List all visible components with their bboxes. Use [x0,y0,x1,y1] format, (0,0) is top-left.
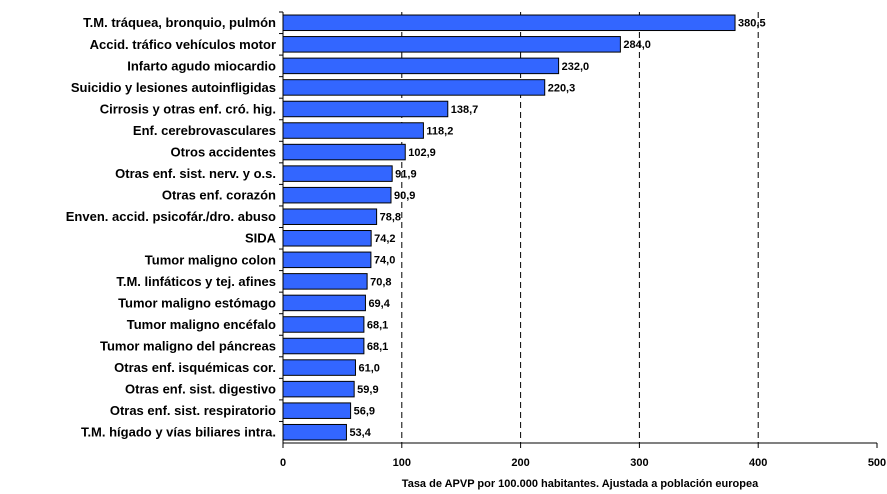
x-axis-title: Tasa de APVP por 100.000 habitantes. Aju… [402,478,759,490]
bar [282,14,736,32]
y-tick-label: Tumor maligno del páncreas [100,338,276,353]
y-tick-label: Accid. tráfico vehículos motor [90,37,276,52]
y-tick-label: Otras enf. isquémicas cor. [114,360,276,375]
bar [282,337,365,355]
value-label: 232,0 [562,61,590,73]
y-tick-label: Otras enf. sist. respiratorio [110,403,276,418]
x-tick-label: 200 [511,457,529,469]
value-label: 284,0 [623,39,651,51]
value-label: 68,1 [367,341,388,353]
bar [282,273,368,290]
value-label: 56,9 [354,406,375,418]
bar [282,402,352,419]
value-label: 53,4 [349,427,371,439]
value-label: 118,2 [426,125,453,137]
bar [282,36,621,53]
value-label: 102,9 [408,147,436,159]
bar [282,122,424,139]
value-label: 220,3 [548,82,576,94]
value-label: 68,1 [367,319,388,331]
x-tick-label: 100 [393,457,411,469]
bar [282,100,449,118]
value-label: 138,7 [451,104,479,116]
x-tick-label: 400 [749,457,767,469]
y-tick-label: Tumor maligno colon [145,252,276,267]
y-tick-label: Otras enf. sist. nerv. y o.s. [115,166,276,181]
bar [282,208,378,225]
value-label: 91,9 [395,169,416,181]
value-label: 380,5 [738,18,766,30]
y-tick-label: Infarto agudo miocardio [127,58,276,73]
value-label: 74,0 [374,255,395,267]
value-label: 69,4 [368,298,390,310]
y-tick-label: Cirrosis y otras enf. cró. hig. [100,101,276,116]
y-tick-label: Enven. accid. psicofár./dro. abuso [66,209,276,224]
y-tick-label: Otras enf. sist. digestivo [125,382,276,397]
bar [282,316,365,333]
x-tick-label: 300 [630,457,648,469]
y-tick-label: Enf. cerebrovasculares [133,123,276,138]
value-label: 90,9 [394,190,415,202]
bar [282,359,356,376]
bar [282,57,560,75]
x-tick-label: 0 [280,457,286,469]
value-label: 74,2 [374,233,395,245]
bar [282,230,372,247]
value-label: 61,0 [358,362,379,374]
bar [282,143,406,161]
bar [282,165,393,182]
y-tick-label: Otras enf. corazón [162,188,276,203]
value-label: 59,9 [357,384,378,396]
bar [282,294,366,312]
bar [282,251,372,269]
y-tick-label: Tumor maligno estómago [118,295,276,310]
y-tick-label: Otros accidentes [171,145,277,160]
bar [282,186,392,204]
y-tick-label: T.M. linfáticos y tej. afines [116,274,276,289]
y-tick-label: T.M. hígado y vías biliares intra. [81,425,276,440]
y-tick-label: SIDA [245,231,277,246]
value-label: 70,8 [370,276,391,288]
value-label: 78,8 [380,212,401,224]
bar [282,423,347,441]
y-tick-label: Tumor maligno encéfalo [127,317,276,332]
x-tick-label: 500 [868,457,886,469]
y-tick-label: Suicidio y lesiones autoinfligidas [71,80,276,95]
bar [282,380,355,398]
y-tick-label: T.M. tráquea, bronquio, pulmón [83,15,276,30]
bar [282,79,546,96]
